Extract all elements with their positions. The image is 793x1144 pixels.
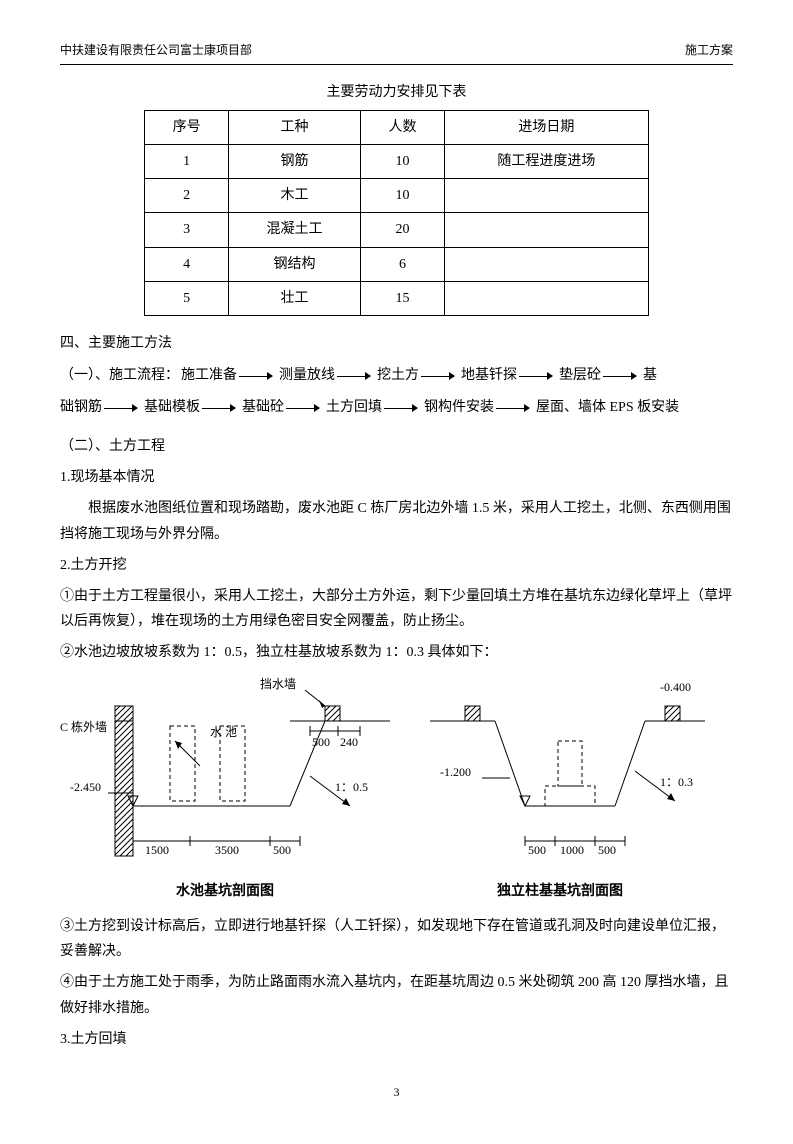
dim-1500: 1500	[145, 843, 169, 857]
flow-step: 垫层砼	[559, 362, 601, 390]
table-header-row: 序号 工种 人数 进场日期	[145, 110, 649, 144]
flow-step: 钢构件安装	[424, 394, 494, 422]
page-header: 中扶建设有限责任公司富士康项目部 施工方案	[60, 40, 733, 65]
arrow-icon	[603, 371, 641, 381]
arrow-icon	[239, 371, 277, 381]
label-dangshuiqiang: 挡水墙	[260, 677, 296, 691]
arrow-icon	[519, 371, 557, 381]
arrow-icon	[104, 403, 142, 413]
table-row: 3混凝土工20	[145, 213, 649, 247]
label-elev2: -1.200	[440, 765, 471, 779]
header-left: 中扶建设有限责任公司富士康项目部	[60, 40, 252, 62]
arrow-icon	[421, 371, 459, 381]
arrow-icon	[496, 403, 534, 413]
flow-step: 础钢筋	[60, 394, 102, 422]
label-slope2: 1：0.3	[660, 775, 693, 789]
table-title: 主要劳动力安排见下表	[60, 80, 733, 105]
header-right: 施工方案	[685, 40, 733, 62]
p1-body: 根据废水池图纸位置和现场踏勘，废水池距 C 栋厂房北边外墙 1.5 米，采用人工…	[60, 496, 733, 546]
label-elev: -2.450	[70, 780, 101, 794]
diagram-pool-svg: 挡水墙 C 栋外墙 水 池 -2.450	[60, 676, 390, 866]
flow-step: 屋面、墙体 EPS 板安装	[536, 394, 679, 422]
arrow-icon	[202, 403, 240, 413]
dim-3500: 3500	[215, 843, 239, 857]
p2-1: ①由于土方工程量很小，采用人工挖土，大部分土方外运，剩下少量回填土方堆在基坑东边…	[60, 584, 733, 634]
table-row: 1钢筋10随工程进度进场	[145, 144, 649, 178]
dim2-500b: 500	[598, 843, 616, 857]
diagram-column: -0.400 -1.200 1：0.3	[410, 676, 710, 904]
col-0: 序号	[145, 110, 229, 144]
diagrams-row: 挡水墙 C 栋外墙 水 池 -2.450	[60, 676, 733, 904]
labor-table: 序号 工种 人数 进场日期 1钢筋10随工程进度进场 2木工10 3混凝土工20…	[144, 110, 649, 316]
arrow-icon	[337, 371, 375, 381]
dim-500b: 500	[312, 735, 330, 749]
flow-step: 测量放线	[279, 362, 335, 390]
col-1: 工种	[229, 110, 361, 144]
table-row: 2木工10	[145, 179, 649, 213]
flow-step: 基础砼	[242, 394, 284, 422]
label-shuichi: 水 池	[210, 725, 237, 739]
flow-step: 地基钎探	[461, 362, 517, 390]
diagram-column-svg: -0.400 -1.200 1：0.3	[410, 676, 710, 866]
flow-step: 基础模板	[144, 394, 200, 422]
flow-label: （一）、施工流程：	[60, 362, 179, 390]
flow-step: 挖土方	[377, 362, 419, 390]
p2-3: ③土方挖到设计标高后，立即进行地基钎探（人工钎探），如发现地下存在管道或孔洞及时…	[60, 914, 733, 964]
diagram1-caption: 水池基坑剖面图	[60, 879, 390, 904]
p3-title: 3.土方回填	[60, 1027, 733, 1052]
p2-4: ④由于土方施工处于雨季，为防止路面雨水流入基坑内，在距基坑周边 0.5 米处砌筑…	[60, 970, 733, 1020]
page-number: 3	[60, 1082, 733, 1104]
p2-title: 2.土方开挖	[60, 553, 733, 578]
diagram-pool: 挡水墙 C 栋外墙 水 池 -2.450	[60, 676, 390, 904]
flow-step: 施工准备	[181, 362, 237, 390]
flow-line-2: 础钢筋 基础模板 基础砼 土方回填 钢构件安装 屋面、墙体 EPS 板安装	[60, 394, 733, 422]
col-2: 人数	[361, 110, 445, 144]
label-slope: 1：0.5	[335, 780, 368, 794]
flow-line-1: （一）、施工流程： 施工准备 测量放线 挖土方 地基钎探 垫层砼 基	[60, 362, 733, 390]
dim-500a: 500	[273, 843, 291, 857]
flow-step: 土方回填	[326, 394, 382, 422]
section-4-2-title: （二）、土方工程	[60, 434, 733, 459]
label-c-wall: C 栋外墙	[60, 719, 107, 734]
p2-2: ②水池边坡放坡系数为 1：0.5，独立柱基放坡系数为 1：0.3 具体如下：	[60, 640, 733, 665]
dim2-1000: 1000	[560, 843, 584, 857]
col-3: 进场日期	[444, 110, 648, 144]
flow-step: 基	[643, 362, 657, 390]
diagram2-caption: 独立柱基基坑剖面图	[410, 879, 710, 904]
arrow-icon	[286, 403, 324, 413]
section-4-title: 四、主要施工方法	[60, 331, 733, 356]
dim-240: 240	[340, 735, 358, 749]
table-row: 4钢结构6	[145, 247, 649, 281]
arrow-icon	[384, 403, 422, 413]
dim2-500a: 500	[528, 843, 546, 857]
label-elev-top: -0.400	[660, 680, 691, 694]
table-row: 5壮工15	[145, 281, 649, 315]
p1-title: 1.现场基本情况	[60, 465, 733, 490]
